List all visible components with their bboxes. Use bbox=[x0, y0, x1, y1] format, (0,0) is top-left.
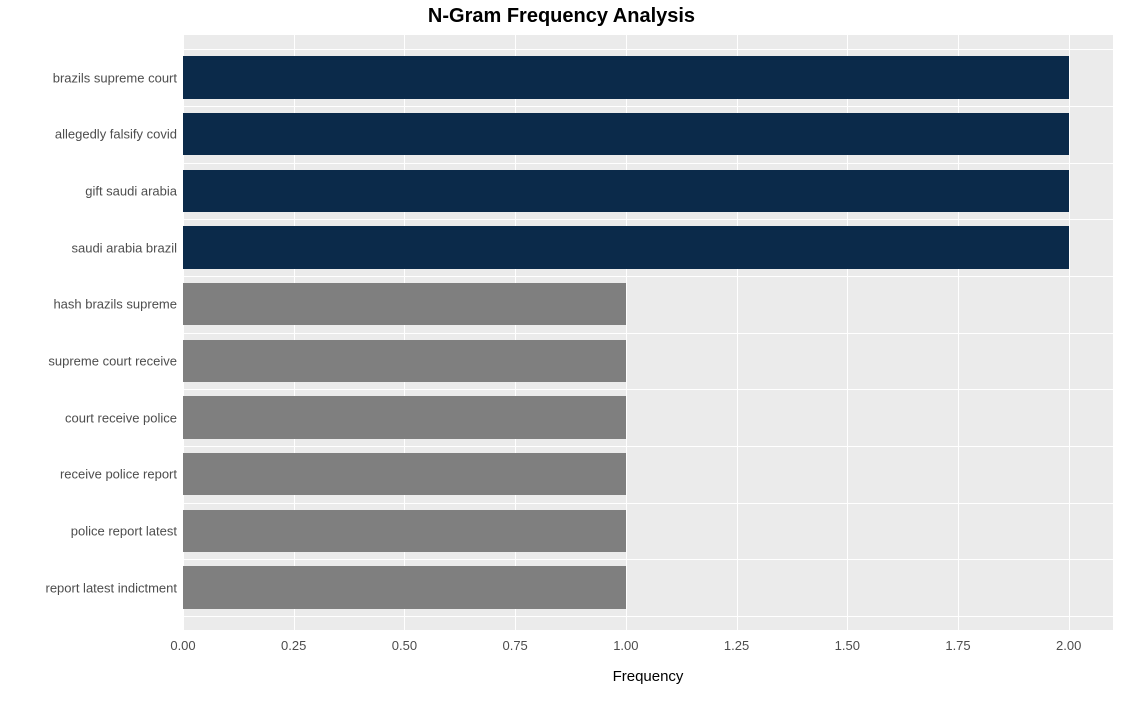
y-gridline bbox=[183, 163, 1113, 164]
y-tick-label: court receive police bbox=[65, 410, 183, 425]
y-tick-label: gift saudi arabia bbox=[85, 183, 183, 198]
y-gridline bbox=[183, 446, 1113, 447]
plot-area: 0.000.250.500.751.001.251.501.752.00braz… bbox=[183, 35, 1113, 630]
y-tick-label: police report latest bbox=[71, 523, 183, 538]
bar bbox=[183, 396, 626, 439]
x-tick-label: 1.00 bbox=[613, 630, 638, 653]
x-tick-label: 0.75 bbox=[502, 630, 527, 653]
y-gridline bbox=[183, 333, 1113, 334]
y-gridline bbox=[183, 389, 1113, 390]
y-tick-label: receive police report bbox=[60, 467, 183, 482]
y-gridline bbox=[183, 106, 1113, 107]
bar bbox=[183, 340, 626, 383]
bar bbox=[183, 566, 626, 609]
y-tick-label: brazils supreme court bbox=[53, 70, 183, 85]
x-tick-label: 2.00 bbox=[1056, 630, 1081, 653]
ngram-chart: N-Gram Frequency Analysis 0.000.250.500.… bbox=[0, 0, 1123, 701]
x-axis-title: Frequency bbox=[183, 668, 1113, 685]
y-gridline bbox=[183, 49, 1113, 50]
bar bbox=[183, 56, 1069, 99]
y-tick-label: supreme court receive bbox=[48, 353, 183, 368]
bar bbox=[183, 170, 1069, 213]
y-gridline bbox=[183, 276, 1113, 277]
chart-title: N-Gram Frequency Analysis bbox=[0, 5, 1123, 28]
bar bbox=[183, 510, 626, 553]
bar bbox=[183, 283, 626, 326]
y-tick-label: report latest indictment bbox=[45, 580, 183, 595]
y-gridline bbox=[183, 616, 1113, 617]
y-tick-label: allegedly falsify covid bbox=[55, 127, 183, 142]
bar bbox=[183, 226, 1069, 269]
x-tick-label: 0.50 bbox=[392, 630, 417, 653]
bar bbox=[183, 453, 626, 496]
y-tick-label: hash brazils supreme bbox=[53, 297, 183, 312]
bar bbox=[183, 113, 1069, 156]
x-tick-label: 0.25 bbox=[281, 630, 306, 653]
y-gridline bbox=[183, 219, 1113, 220]
y-tick-label: saudi arabia brazil bbox=[71, 240, 183, 255]
x-tick-label: 0.00 bbox=[170, 630, 195, 653]
x-tick-label: 1.50 bbox=[835, 630, 860, 653]
y-gridline bbox=[183, 559, 1113, 560]
x-tick-label: 1.25 bbox=[724, 630, 749, 653]
x-tick-label: 1.75 bbox=[945, 630, 970, 653]
y-gridline bbox=[183, 503, 1113, 504]
